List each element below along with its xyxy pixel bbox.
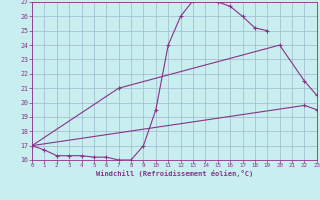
X-axis label: Windchill (Refroidissement éolien,°C): Windchill (Refroidissement éolien,°C) <box>96 170 253 177</box>
